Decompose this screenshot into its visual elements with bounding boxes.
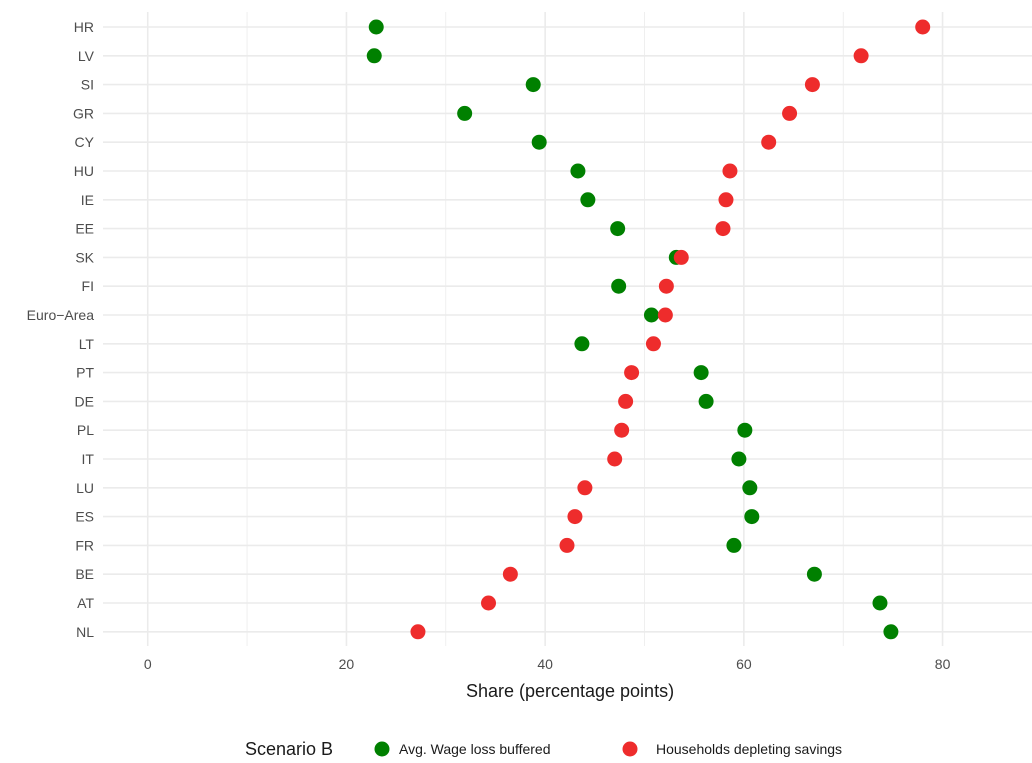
point-avg-wage-loss-buffered-it xyxy=(731,451,747,467)
major-gridlines xyxy=(103,12,1032,646)
point-households-depleting-savings-pl xyxy=(614,422,630,438)
legend-label-households-depleting-savings: Households depleting savings xyxy=(656,741,842,757)
point-households-depleting-savings-hu xyxy=(722,163,738,179)
y-tick-label-lv: LV xyxy=(78,48,95,64)
point-avg-wage-loss-buffered-ee xyxy=(610,221,626,237)
x-tick-label-40: 40 xyxy=(537,656,553,672)
point-households-depleting-savings-es xyxy=(567,509,583,525)
y-tick-label-hu: HU xyxy=(74,163,94,179)
point-avg-wage-loss-buffered-nl xyxy=(883,624,899,640)
point-avg-wage-loss-buffered-lv xyxy=(366,48,382,64)
point-avg-wage-loss-buffered-lu xyxy=(742,480,758,496)
y-tick-label-euro-area: Euro−Area xyxy=(27,307,95,323)
point-households-depleting-savings-pt xyxy=(624,365,640,381)
legend-key-avg-wage-loss-buffered xyxy=(374,741,390,757)
data-points xyxy=(366,19,931,640)
legend: Scenario B Avg. Wage loss buffered House… xyxy=(245,739,842,759)
point-avg-wage-loss-buffered-pl xyxy=(737,422,753,438)
y-tick-label-fr: FR xyxy=(75,537,94,553)
point-households-depleting-savings-sk xyxy=(673,249,689,265)
point-households-depleting-savings-hr xyxy=(915,19,931,35)
point-avg-wage-loss-buffered-at xyxy=(872,595,888,611)
point-households-depleting-savings-ee xyxy=(715,221,731,237)
point-households-depleting-savings-lv xyxy=(853,48,869,64)
y-tick-label-it: IT xyxy=(82,451,95,467)
legend-label-avg-wage-loss-buffered: Avg. Wage loss buffered xyxy=(399,741,551,757)
point-households-depleting-savings-fi xyxy=(658,278,674,294)
y-tick-label-ee: EE xyxy=(75,221,94,237)
x-tick-label-80: 80 xyxy=(935,656,951,672)
point-avg-wage-loss-buffered-hu xyxy=(570,163,586,179)
y-tick-label-at: AT xyxy=(77,595,94,611)
y-tick-label-fi: FI xyxy=(82,278,94,294)
y-tick-label-pt: PT xyxy=(76,365,94,381)
point-households-depleting-savings-ie xyxy=(718,192,734,208)
y-tick-label-cy: CY xyxy=(75,134,95,150)
y-tick-label-es: ES xyxy=(75,509,94,525)
y-tick-label-de: DE xyxy=(75,393,94,409)
point-avg-wage-loss-buffered-pt xyxy=(693,365,709,381)
y-tick-label-sk: SK xyxy=(75,249,94,265)
point-avg-wage-loss-buffered-de xyxy=(698,393,714,409)
point-avg-wage-loss-buffered-ie xyxy=(580,192,596,208)
point-avg-wage-loss-buffered-lt xyxy=(574,336,590,352)
legend-title: Scenario B xyxy=(245,739,333,759)
x-tick-label-60: 60 xyxy=(736,656,752,672)
point-avg-wage-loss-buffered-be xyxy=(806,566,822,582)
point-households-depleting-savings-euro-area xyxy=(657,307,673,323)
point-avg-wage-loss-buffered-cy xyxy=(531,134,547,150)
y-tick-label-gr: GR xyxy=(73,105,94,121)
point-avg-wage-loss-buffered-gr xyxy=(457,105,473,121)
x-axis-title: Share (percentage points) xyxy=(466,681,674,701)
minor-gridlines xyxy=(246,12,844,646)
legend-key-households-depleting-savings xyxy=(622,741,638,757)
point-households-depleting-savings-si xyxy=(804,77,820,93)
point-avg-wage-loss-buffered-hr xyxy=(368,19,384,35)
plot-panel xyxy=(103,12,1032,646)
point-households-depleting-savings-fr xyxy=(559,537,575,553)
y-tick-label-lu: LU xyxy=(76,480,94,496)
y-tick-label-lt: LT xyxy=(79,336,95,352)
point-avg-wage-loss-buffered-fr xyxy=(726,537,742,553)
point-households-depleting-savings-lu xyxy=(577,480,593,496)
point-households-depleting-savings-at xyxy=(481,595,497,611)
point-avg-wage-loss-buffered-si xyxy=(525,77,541,93)
x-tick-label-20: 20 xyxy=(339,656,355,672)
y-tick-label-hr: HR xyxy=(74,19,94,35)
point-households-depleting-savings-lt xyxy=(645,336,661,352)
point-avg-wage-loss-buffered-es xyxy=(744,509,760,525)
x-tick-label-0: 0 xyxy=(144,656,152,672)
point-households-depleting-savings-be xyxy=(502,566,518,582)
point-households-depleting-savings-cy xyxy=(761,134,777,150)
point-households-depleting-savings-it xyxy=(607,451,623,467)
y-tick-label-si: SI xyxy=(81,77,94,93)
point-households-depleting-savings-de xyxy=(618,393,634,409)
y-tick-label-be: BE xyxy=(75,566,94,582)
x-axis-tick-labels: 0 20 40 60 80 xyxy=(144,656,951,672)
y-tick-label-pl: PL xyxy=(77,422,94,438)
y-axis-tick-labels: HR LV SI GR CY HU IE EE SK FI Euro−Area LT PT DE PL IT L… xyxy=(27,19,95,640)
point-avg-wage-loss-buffered-fi xyxy=(611,278,627,294)
y-tick-label-nl: NL xyxy=(76,624,94,640)
y-tick-label-ie: IE xyxy=(81,192,94,208)
point-households-depleting-savings-gr xyxy=(782,105,798,121)
point-households-depleting-savings-nl xyxy=(410,624,426,640)
point-avg-wage-loss-buffered-euro-area xyxy=(643,307,659,323)
